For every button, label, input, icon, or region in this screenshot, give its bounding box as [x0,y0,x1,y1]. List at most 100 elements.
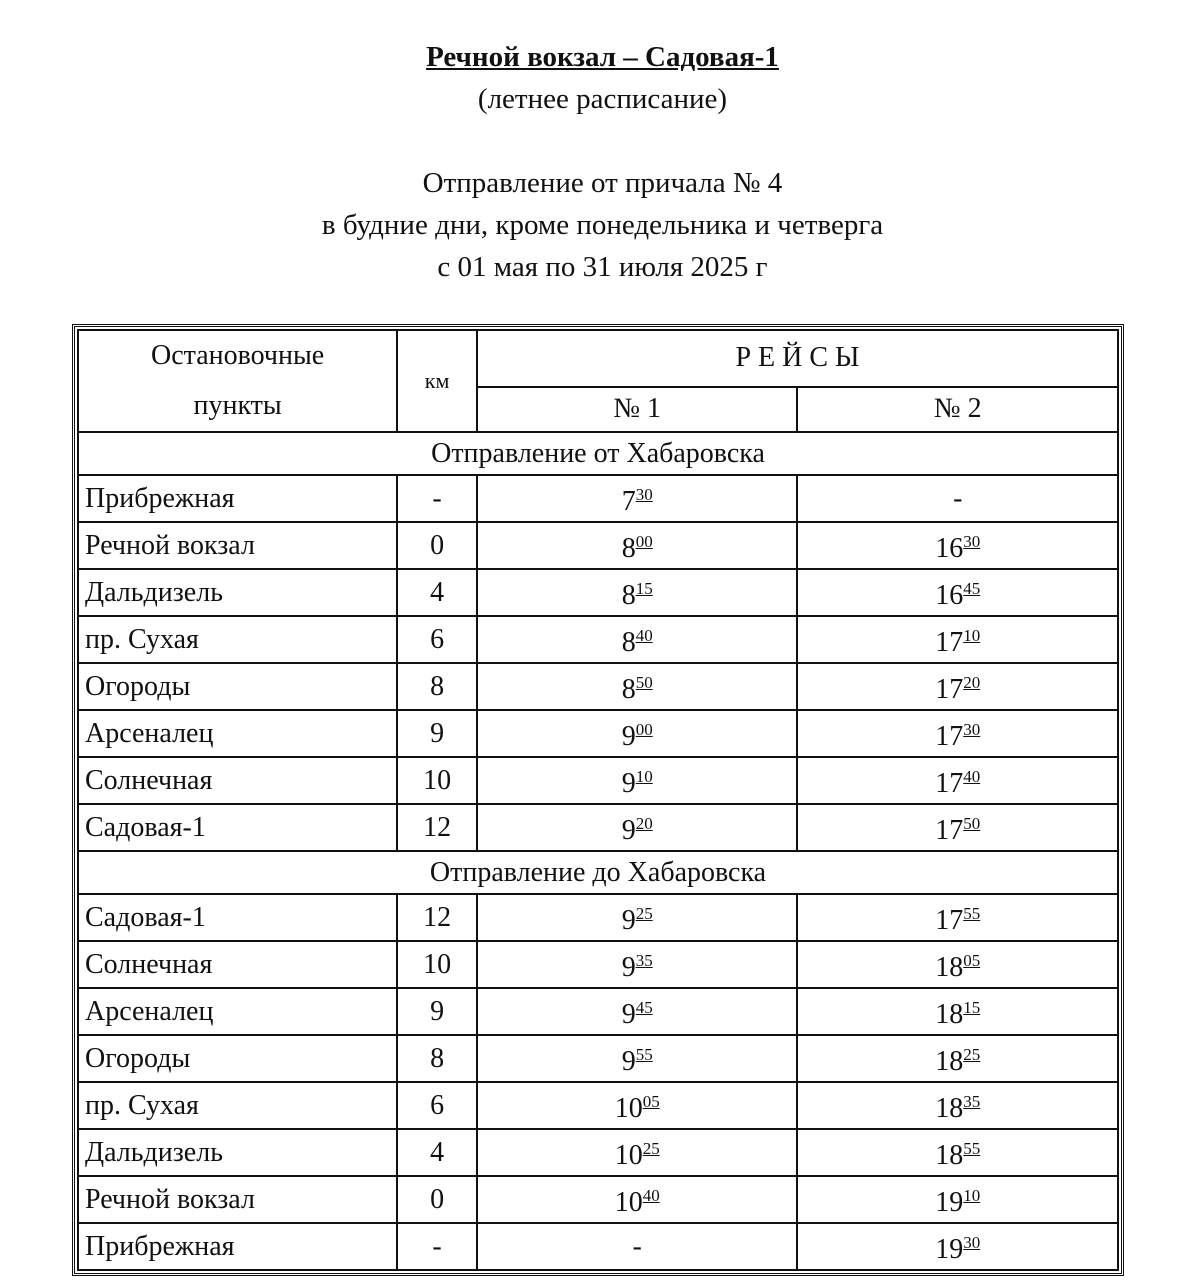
time-hour: 9 [621,905,636,936]
trip-2-time: 1740 [796,756,1119,805]
time-hour: 18 [935,999,964,1030]
time-minutes: 35 [963,1092,981,1111]
stop-km: 6 [396,1081,478,1130]
stop-km: 9 [396,709,478,758]
time-hour: 9 [621,768,636,799]
trip-2-time: 1835 [796,1081,1119,1130]
trip-1-time: 730 [475,474,799,523]
stop-km: 10 [396,940,478,989]
time-minutes: 55 [635,1045,653,1064]
time-hour: 18 [935,1093,964,1124]
stop-km: 12 [396,893,478,942]
time-hour: 18 [935,1046,964,1077]
stop-km: 8 [396,1034,478,1083]
time-hour: 10 [614,1140,643,1171]
time-minutes: 00 [635,532,653,551]
col-header-stops: Остановочные пункты [76,329,399,433]
stop-km: 0 [396,1175,478,1224]
stop-name: Арсеналец [76,987,399,1036]
departure-pier: Отправление от причала № 4 [422,167,783,199]
time-minutes: 50 [963,814,981,833]
table-row: Огороды 8 955 1825 [76,1034,1119,1083]
time-hour: 9 [621,1046,636,1077]
stop-km: 4 [396,1128,478,1177]
col-header-stops-line2: пункты [193,390,282,421]
schedule-body: Отправление от Хабаровска Прибрежная -730-… [76,431,1119,1271]
table-row: пр. Сухая 6 1005 1835 [76,1081,1119,1130]
stop-name: Солнечная [76,940,399,989]
stop-name: Прибрежная [76,1222,399,1271]
trip-2-time: 1755 [796,893,1119,942]
trip-1-time: 925 [475,893,799,942]
time-minutes: 55 [963,1139,981,1158]
trip-1-time: 815 [475,568,799,617]
time-hour: 8 [621,627,636,658]
time-hour: 19 [935,1234,964,1265]
trip-1-time: 955 [475,1034,799,1083]
time-minutes: 35 [635,951,653,970]
time-minutes: 45 [635,998,653,1017]
trip-1-time: 850 [475,662,799,711]
trip-2-time: 1910 [796,1175,1119,1224]
stop-km: 0 [396,521,478,570]
time-minutes: 30 [963,532,981,551]
col-header-trips: Р Е Й С Ы [475,329,1120,388]
stop-name: Огороды [76,1034,399,1083]
trip-2-time: 1805 [796,940,1119,989]
time-hour: 17 [935,674,964,705]
stop-name: Солнечная [76,756,399,805]
time-minutes: 40 [963,767,981,786]
date-range: с 01 мая по 31 июля 2025 г [437,251,768,283]
time-hour: 8 [621,580,636,611]
time-hour: 8 [621,674,636,705]
stop-name: пр. Сухая [76,615,399,664]
trip-1-time: 840 [475,615,799,664]
time-minutes: 45 [963,579,981,598]
table-row: Арсеналец 9 945 1815 [76,987,1119,1036]
trip-1-time: 935 [475,940,799,989]
document-title: Речной вокзал – Садовая-1 [0,36,1185,78]
time-minutes: 15 [635,579,653,598]
trip-1-time: - [475,1222,799,1271]
document-subtitle: (летнее расписание) [477,83,728,115]
section-title: Отправление от Хабаровска [77,431,1119,476]
stop-km: 12 [396,803,478,852]
section-title: Отправление до Хабаровска [77,850,1119,895]
stop-km: 4 [396,568,478,617]
trip-2-time: 1645 [796,568,1119,617]
time-minutes: 55 [963,904,981,923]
table-row: Прибрежная -730- [76,474,1119,523]
trip-2-time: 1815 [796,987,1119,1036]
stop-km: 6 [396,615,478,664]
trip-2-time: 1630 [796,521,1119,570]
time-hour: 9 [621,815,636,846]
trip-2-time: 1825 [796,1034,1119,1083]
time-hour: 17 [935,905,964,936]
stop-name: пр. Сухая [76,1081,399,1130]
time-minutes: 00 [635,720,653,739]
table-row: Огороды 8 850 1720 [76,662,1119,711]
time-hour: 9 [621,999,636,1030]
time-minutes: 40 [635,626,653,645]
trip-1-time: 920 [475,803,799,852]
stop-km: - [396,474,478,523]
table-row: пр. Сухая 6 840 1710 [76,615,1119,664]
stop-name: Садовая-1 [76,803,399,852]
time-hour: 8 [621,533,636,564]
stop-name: Дальдизель [76,1128,399,1177]
col-header-km: км [396,329,478,433]
time-hour: 16 [935,533,964,564]
trip-1-time: 1040 [475,1175,799,1224]
table-row: Солнечная 10 935 1805 [76,940,1119,989]
trip-1-time: 1025 [475,1128,799,1177]
section-row: Отправление от Хабаровска [77,431,1119,476]
time-minutes: 30 [963,1233,981,1252]
stop-km: - [396,1222,478,1271]
trip-2-time: 1730 [796,709,1119,758]
table-row: Садовая-1 12 925 1755 [76,893,1119,942]
time-minutes: 30 [963,720,981,739]
time-minutes: 25 [642,1139,660,1158]
stop-km: 10 [396,756,478,805]
col-header-trip-1: № 1 [475,385,799,434]
trip-2-time: 1720 [796,662,1119,711]
